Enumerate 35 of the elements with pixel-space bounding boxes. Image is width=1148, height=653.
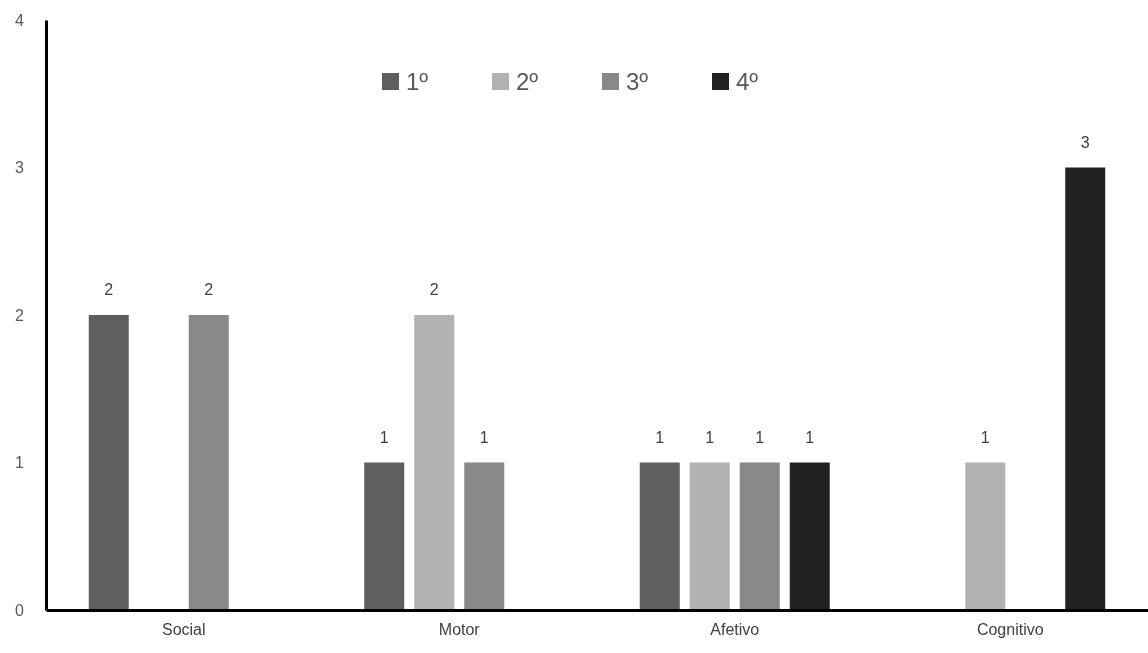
data-label: 2 [204,281,214,298]
data-label: 1 [705,428,715,446]
bar [1065,167,1106,610]
legend-label: 4º [736,68,759,95]
bar [414,315,455,610]
bar [739,462,780,610]
data-label: 1 [980,428,990,446]
data-label: 3 [1080,133,1090,151]
data-label: 1 [655,428,665,446]
y-tick-label: 2 [15,306,25,324]
x-tick-label: Motor [438,621,481,639]
bar [689,462,730,610]
x-tick-label: Cognitivo [976,621,1044,639]
y-tick-label: 3 [15,159,25,177]
bar [464,462,505,610]
bar [789,462,830,610]
data-label: 2 [104,281,114,298]
y-tick-label: 4 [15,11,25,29]
data-label: 1 [755,428,765,446]
x-tick-label: Afetivo [710,621,760,639]
bar [188,315,229,610]
y-tick-label: 0 [15,601,25,619]
bar [364,462,405,610]
y-tick-label: 1 [15,454,25,472]
data-label: 1 [479,428,489,446]
legend-label: 1º [406,68,429,95]
bar [88,315,129,610]
data-label: 2 [429,281,439,298]
data-label: 1 [379,428,389,446]
legend-label: 2º [516,68,539,95]
bar [639,462,680,610]
legend-label: 3º [626,68,649,95]
data-label: 1 [805,428,815,446]
x-tick-label: Social [161,621,206,639]
bar [965,462,1006,610]
